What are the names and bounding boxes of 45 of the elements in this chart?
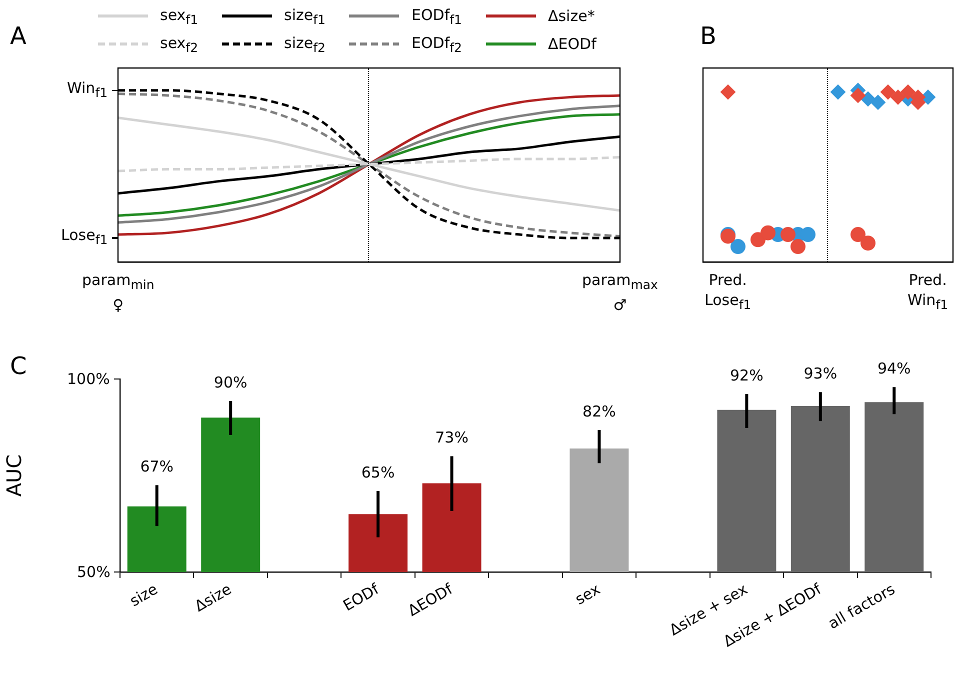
x-tick-label: param$_{max}$ ♂ xyxy=(582,270,658,315)
chart-title: C xyxy=(10,352,27,380)
data-label: 67% xyxy=(140,458,174,476)
x-tick-label: size xyxy=(126,580,161,610)
legend-label: size$_{f1}$ xyxy=(284,6,326,26)
data-label: 92% xyxy=(730,366,764,384)
point xyxy=(760,225,776,240)
chart-title: A xyxy=(10,22,26,50)
y-axis-title: AUC xyxy=(2,454,26,497)
x-tick-label: Pred. Lose$_{f1}$ xyxy=(704,270,752,314)
point xyxy=(830,84,846,100)
x-tick-label: sex xyxy=(572,580,604,608)
point xyxy=(900,84,916,100)
text: Win$_{f1}$ xyxy=(67,78,108,102)
point xyxy=(850,227,866,242)
point xyxy=(730,239,746,254)
data-label: 73% xyxy=(435,428,468,447)
legend-label: sex$_{f1}$ xyxy=(160,6,198,26)
data-label: 90% xyxy=(214,373,248,392)
legend-label: sex$_{f2}$ xyxy=(160,34,198,54)
point xyxy=(790,239,806,254)
point xyxy=(720,84,736,100)
legend-label: EODf$_{f2}$ xyxy=(411,34,462,54)
y-tick-label: 100% xyxy=(67,369,110,389)
point xyxy=(850,88,866,103)
point xyxy=(750,232,766,248)
x-tick-label: Pred. Win$_{f1}$ xyxy=(908,270,948,314)
data-label: 94% xyxy=(877,359,911,378)
point xyxy=(870,94,886,110)
text: Lose$_{f1}$ xyxy=(61,225,108,250)
point xyxy=(780,227,796,242)
data-label: 93% xyxy=(804,364,838,383)
x-tick-label: Δsize xyxy=(191,580,235,616)
point xyxy=(890,90,906,105)
legend-label: ΔEODf xyxy=(548,35,596,53)
point xyxy=(880,84,896,100)
legend-label: Δsize* xyxy=(548,7,595,25)
chart-title: B xyxy=(700,22,716,50)
data-label: 82% xyxy=(582,402,616,420)
y-tick-label: 50% xyxy=(77,562,110,582)
legend-label: size$_{f2}$ xyxy=(284,34,326,54)
point xyxy=(860,236,876,251)
x-tick-label: param$_{min}$ ♀ xyxy=(82,270,154,315)
legend-label: EODf$_{f1}$ xyxy=(411,6,462,26)
data-label: 65% xyxy=(361,463,395,482)
